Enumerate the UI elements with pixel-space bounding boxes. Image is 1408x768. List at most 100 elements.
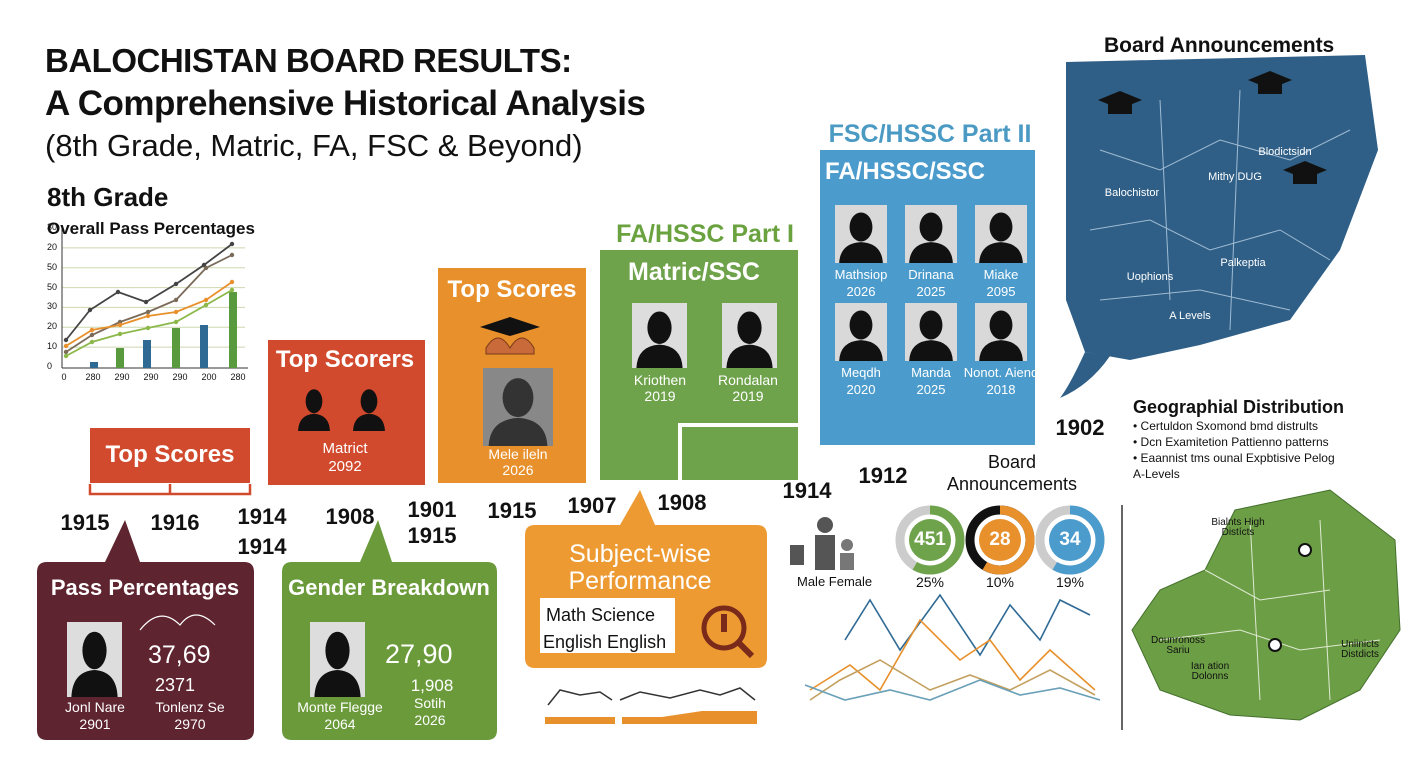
figure <box>841 539 853 551</box>
donut-center <box>979 519 1021 561</box>
silhouette-head <box>989 212 1013 242</box>
silhouette-body <box>909 340 953 361</box>
subtitle: (8th Grade, Matric, FA, FSC & Beyond) <box>45 128 583 163</box>
card-title: Top Scorers <box>275 346 415 373</box>
value: 1,908 <box>410 676 454 695</box>
y-label: 30 <box>47 222 58 232</box>
icon <box>790 545 804 565</box>
x-label: 0 <box>61 372 67 382</box>
deco-bar <box>143 340 151 368</box>
year: 2025 <box>916 382 946 397</box>
silhouette-head <box>989 310 1013 340</box>
x-label: 290 <box>143 372 159 382</box>
deco-bar <box>116 348 124 368</box>
silhouette-head <box>647 311 672 344</box>
deco-dot <box>89 339 95 345</box>
silhouette-head <box>325 631 350 670</box>
y-label: 10 <box>47 341 58 352</box>
year-label: 1902 <box>1055 415 1105 440</box>
map-border <box>1089 219 1331 261</box>
card <box>90 428 250 483</box>
figure <box>840 553 854 570</box>
deco-line <box>809 618 1096 692</box>
map-label: Dounronoss Sariu <box>1151 635 1205 656</box>
deco-line <box>547 689 613 706</box>
deco-dot <box>145 309 151 315</box>
year-label: 1914 <box>782 478 832 503</box>
map-label: A Levels <box>1169 310 1211 322</box>
card-title: Subject-wise <box>569 540 711 568</box>
year: 2026 <box>502 462 534 478</box>
year-label: 1915 <box>487 498 537 523</box>
deco-dot <box>63 343 69 349</box>
silhouette-head <box>849 310 873 340</box>
y-label: 0 <box>47 361 53 371</box>
name: Mathsiop <box>834 267 888 282</box>
silhouette-head <box>360 389 378 414</box>
pin <box>1268 638 1282 652</box>
card-title: Performance <box>568 567 712 595</box>
year: 2092 <box>328 458 362 475</box>
deco-bar <box>622 711 757 724</box>
year-label: 1908 <box>657 490 707 515</box>
deco-dot <box>63 353 69 359</box>
name: Manda <box>911 365 951 380</box>
silhouette-body <box>839 340 883 361</box>
y-label: 20 <box>47 241 58 252</box>
bullet: • Eaannist tms ounal Expbtisive Pelog <box>1133 451 1335 465</box>
year-label: 1915 <box>60 510 110 535</box>
donut-center <box>1049 519 1091 561</box>
donut-value: 28 <box>989 529 1011 550</box>
card-title: FA/HSSC/SSC <box>824 158 986 185</box>
donut-ring <box>1035 505 1105 575</box>
year-label: 1912 <box>858 463 908 488</box>
year-label: 1907 <box>567 493 617 518</box>
donut-percent: 25% <box>915 574 945 590</box>
year: 2019 <box>644 388 676 404</box>
map-label: Balochistor <box>1104 187 1160 199</box>
silhouette-body <box>488 417 548 446</box>
name: Rondalan <box>718 372 778 388</box>
scribble <box>139 614 216 631</box>
x-label: 280 <box>85 372 101 382</box>
subject-row: Math Science <box>546 605 656 625</box>
bullet: • Dcn Examitetion Pattienno patterns <box>1133 435 1329 449</box>
map-label: Palkeptia <box>1220 257 1266 269</box>
section-heading: Geographial Distribution <box>1133 397 1345 417</box>
silhouette-body <box>314 670 361 697</box>
section-heading: Board Announcements <box>1104 34 1335 57</box>
deco-dot <box>145 325 151 331</box>
map-tail <box>1060 352 1110 398</box>
scroll <box>485 337 535 355</box>
icon <box>701 605 747 651</box>
deco-dot <box>203 265 209 271</box>
deco-dot <box>173 297 179 303</box>
map-border <box>1229 89 1241 331</box>
icon <box>735 639 755 659</box>
map-label: Uniinicts Distdicts <box>1341 639 1379 660</box>
silhouette-body <box>71 670 118 697</box>
deco-dot <box>89 327 95 333</box>
card-title: Matric/SSC <box>628 258 760 286</box>
figure <box>815 535 835 570</box>
region-map <box>1066 55 1378 360</box>
name: Matrict <box>322 440 368 457</box>
map-border <box>1319 519 1331 701</box>
value: 37,69 <box>148 641 211 669</box>
silhouette-body <box>839 242 883 263</box>
icon <box>721 614 727 632</box>
silhouette-head <box>919 212 943 242</box>
x-label: 290 <box>172 372 188 382</box>
bullet: A-Levels <box>1133 467 1180 481</box>
name: Tonlenz Se <box>155 699 225 715</box>
deco-dot <box>229 241 235 247</box>
map-label: Bialnts High Distícts <box>1211 517 1265 538</box>
name: Drinana <box>908 267 954 282</box>
silhouette-head <box>82 631 107 670</box>
silhouette-body <box>353 413 385 431</box>
silhouette-body <box>636 344 683 368</box>
map-border <box>1159 629 1381 651</box>
deco-dot <box>87 307 93 313</box>
year-label: 1914 <box>237 504 287 529</box>
